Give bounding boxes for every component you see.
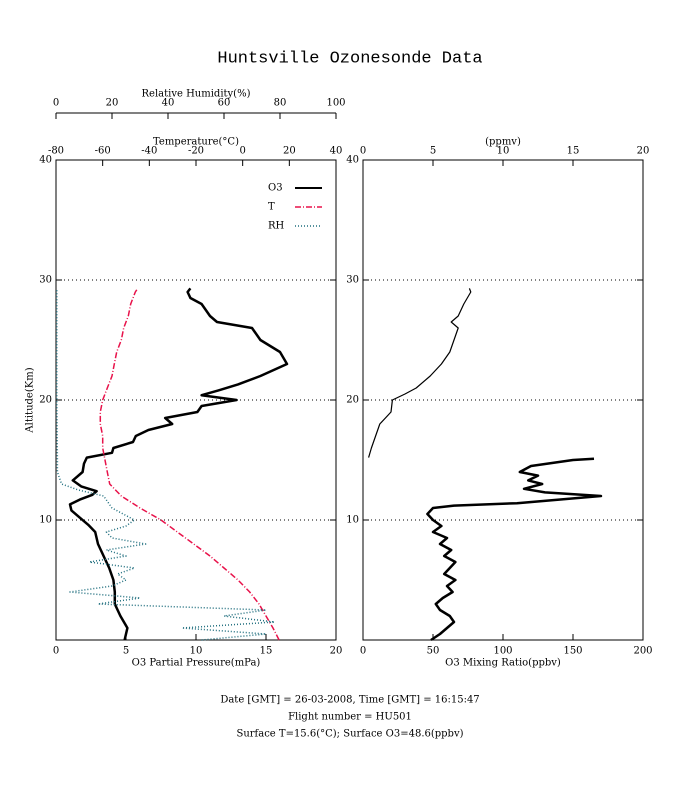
legend-label: RH <box>268 221 285 232</box>
x2-tick-label: -20 <box>188 146 204 157</box>
x3-axis-label: Relative Humidity(%) <box>142 89 251 100</box>
x2-tick-label: 15 <box>567 146 580 157</box>
x3-tick-label: 20 <box>106 98 119 109</box>
y-tick-label: 30 <box>346 275 359 286</box>
x2-axis-label: (ppmv) <box>485 137 521 148</box>
x3-tick-label: 0 <box>53 98 59 109</box>
x-tick-label: 0 <box>360 646 366 657</box>
x2-tick-label: 20 <box>283 146 296 157</box>
x2-tick-label: 10 <box>497 146 510 157</box>
x2-tick-label: -80 <box>48 146 64 157</box>
series-line <box>426 457 603 642</box>
footer-line: Flight number = HU501 <box>288 712 412 723</box>
x-tick-label: 20 <box>330 646 343 657</box>
series-line <box>68 287 289 641</box>
y-tick-label: 20 <box>346 395 359 406</box>
x3-tick-label: 40 <box>162 98 175 109</box>
series-line <box>99 287 280 641</box>
x-axis-label: O3 Partial Pressure(mPa) <box>132 658 261 669</box>
y-tick-label: 10 <box>39 515 52 526</box>
y-tick-label: 10 <box>346 515 359 526</box>
y-tick-label: 40 <box>346 155 359 166</box>
x3-tick-label: 80 <box>274 98 287 109</box>
x2-tick-label: -40 <box>141 146 157 157</box>
x3-tick-label: 100 <box>326 98 345 109</box>
x2-tick-label: -60 <box>95 146 111 157</box>
legend-label: T <box>268 202 275 213</box>
footer-line: Date [GMT] = 26-03-2008, Time [GMT] = 16… <box>220 695 479 706</box>
x2-tick-label: 40 <box>330 146 343 157</box>
x3-tick-label: 60 <box>218 98 231 109</box>
series-line <box>368 288 472 458</box>
x2-axis-label: Temperature(°C) <box>153 137 239 148</box>
series-line <box>56 288 276 641</box>
x-tick-label: 0 <box>53 646 59 657</box>
x2-tick-label: 5 <box>430 146 436 157</box>
x-axis-label: O3 Mixing Ratio(ppbv) <box>445 658 561 669</box>
y-tick-label: 30 <box>39 275 52 286</box>
x-tick-label: 150 <box>563 646 582 657</box>
x-tick-label: 5 <box>123 646 129 657</box>
chart-title: Huntsville Ozonesonde Data <box>217 49 482 68</box>
x-tick-label: 10 <box>190 646 203 657</box>
legend-label: O3 <box>268 183 283 194</box>
x2-tick-label: 20 <box>637 146 650 157</box>
x-tick-label: 200 <box>633 646 652 657</box>
y-axis-label: Altitude(Km) <box>25 367 36 433</box>
footer-line: Surface T=15.6(°C); Surface O3=48.6(ppbv… <box>236 729 463 740</box>
x2-tick-label: 0 <box>360 146 366 157</box>
x-tick-label: 50 <box>427 646 440 657</box>
x-tick-label: 15 <box>260 646 273 657</box>
y-tick-label: 40 <box>39 155 52 166</box>
y-tick-label: 20 <box>39 395 52 406</box>
x2-tick-label: 0 <box>239 146 245 157</box>
x-tick-label: 100 <box>493 646 512 657</box>
